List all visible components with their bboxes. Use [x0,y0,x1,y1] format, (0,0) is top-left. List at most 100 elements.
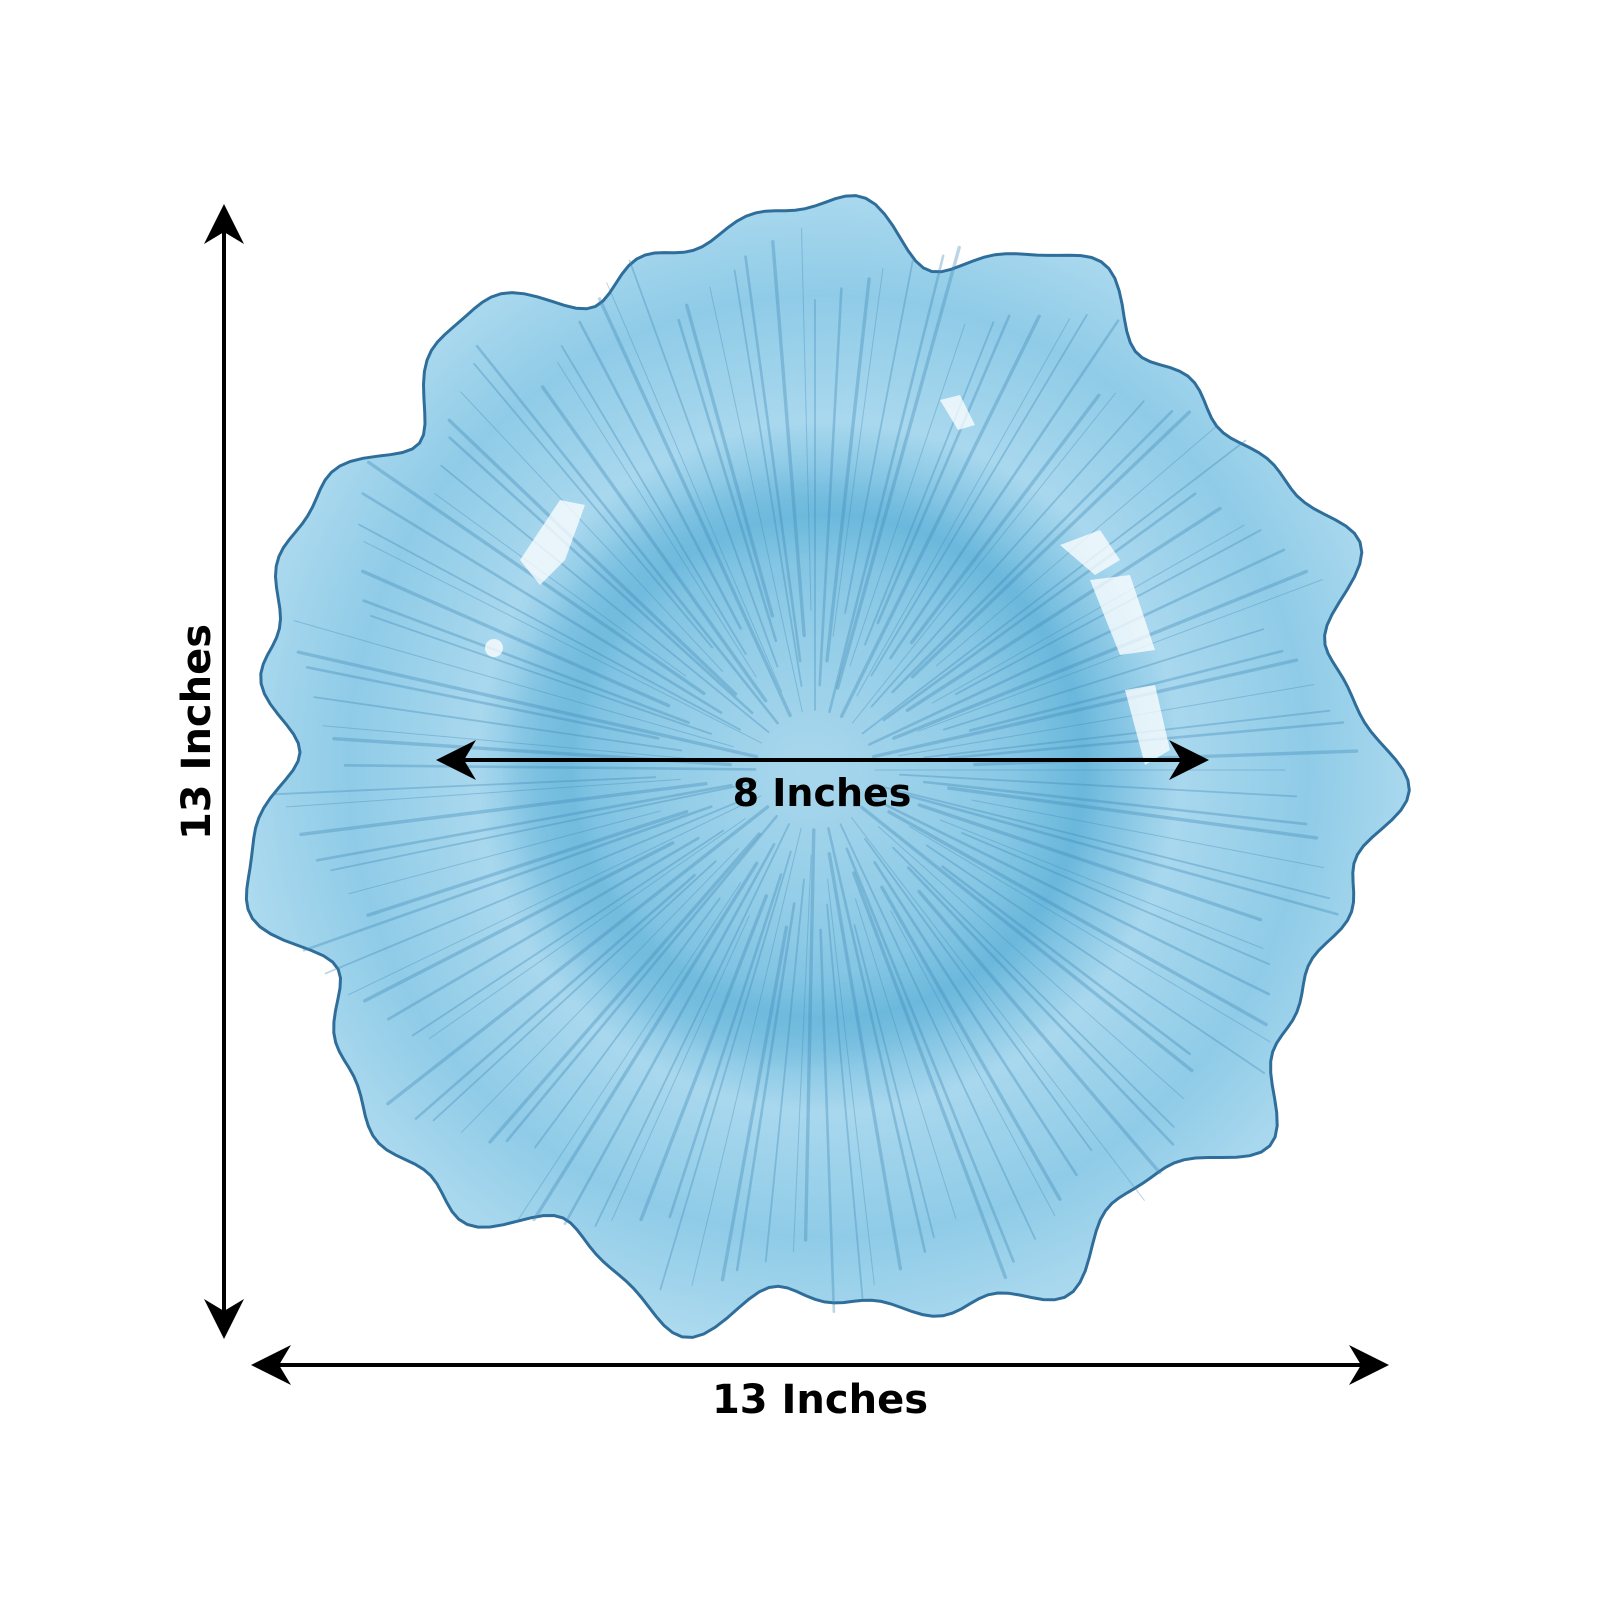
plate-ray [691,827,802,1286]
plate-ray [851,392,1116,724]
plate-ray [639,894,768,1222]
plate-ray [892,569,1309,740]
plate-ray [851,817,1145,1201]
plate-ray [272,776,657,796]
plate-ray [891,409,1174,694]
plate-ray [917,889,1162,1175]
plate-ray [475,344,779,725]
plate-ray [870,314,1088,677]
plate-ray [685,303,775,618]
plate-ray [428,818,746,1040]
plate-ray [792,854,812,1252]
plate-ray [361,569,671,708]
plate-ray [315,783,733,862]
plate-ray [818,287,843,687]
plate-ray [909,393,1101,645]
plate-ray [827,827,927,1253]
plate-ray [941,865,1191,1056]
plate-ray [835,245,961,690]
plate-ray [803,828,816,1242]
plate-ray [771,239,806,638]
plate-ray [285,778,681,808]
plate-ray [870,400,1145,708]
plate-ray [764,878,805,1263]
plate-ray [895,791,1339,916]
plate-ray [856,318,1070,697]
plate-ray [668,873,783,1219]
plate-ray [709,286,803,712]
plate-ray [348,810,661,895]
plate-ray [557,362,757,678]
plate-ray [387,836,700,1021]
plate-ray [606,282,783,693]
plate-ray [867,795,1270,996]
plate-ray [460,391,724,672]
plate-ray [534,897,721,1149]
plate-ray [852,871,1008,1280]
plate-ray [853,924,935,1238]
plate-ray [839,314,1041,718]
plate-ray [305,665,660,740]
plate-ray [362,599,690,724]
plate-ray [611,915,750,1221]
plate-ray [939,819,1264,949]
plate-ray [744,255,802,663]
plate-ray [597,297,792,718]
plate-ray [826,903,864,1299]
plate-ray [659,850,792,1291]
plate-ray [366,810,689,917]
plate-ray [370,615,712,735]
plate-ray [917,803,1263,922]
plate-ray [905,506,1222,712]
plate-ray [299,782,708,837]
plate-ray [296,650,759,759]
plate-ray [827,852,903,1271]
plate-ray [864,837,1093,1152]
plate-ray [861,439,1247,735]
plate-ray [876,314,1011,625]
plate-ray [411,829,725,1037]
plate-ray [887,810,1268,1027]
plate-ray [505,814,779,1143]
plate-ray [880,885,1062,1201]
plate-ray [890,910,1056,1217]
width-label: 13 Inches [712,1377,928,1423]
plate-ray [819,928,836,1313]
plate-ray [892,846,1175,1128]
plate-ray [532,861,759,1222]
plate-ray [447,418,738,696]
plate-ray [849,324,966,667]
plate-ray [844,260,914,614]
plate-ray [917,579,1323,732]
plate-ray [293,620,734,748]
height-dimension: 13 Inches [174,204,244,1339]
plate-ray [440,464,770,733]
plate-ray [825,277,871,663]
plate-ray [363,540,762,744]
plate-ray [594,823,790,1227]
plate-ray [867,548,1286,746]
plate-ray [922,780,1308,826]
plate-ray [540,385,768,703]
plate-ray [872,783,1331,900]
height-label: 13 Inches [174,624,220,840]
plate-ray [854,898,957,1219]
plate-ray [461,848,739,1133]
plate-ray [889,319,1120,660]
plate-ray [515,882,742,1223]
plate-ray [448,436,754,715]
plate-ray [877,826,1185,1100]
plate-ray [947,786,1319,840]
plate-ray [414,873,696,1120]
plate-ray [801,227,812,611]
plate-ray [432,860,717,1122]
plate-ray [488,832,761,1144]
plate-ray [324,801,738,975]
plate-ray [302,805,713,952]
plate-ray [578,320,742,630]
plate-ray [733,269,803,687]
plate-ray [839,823,1036,1240]
plate-ray [864,321,995,646]
plate-ray [942,628,1265,731]
